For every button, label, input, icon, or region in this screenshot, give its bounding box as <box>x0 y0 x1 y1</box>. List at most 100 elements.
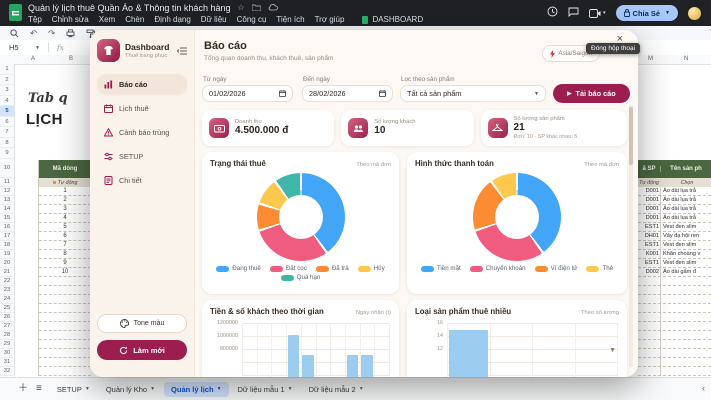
row-number[interactable]: 3 <box>0 85 14 96</box>
refresh-button[interactable]: Làm mới <box>97 340 187 360</box>
empty-row[interactable] <box>39 286 91 295</box>
bar[interactable] <box>361 354 373 377</box>
tab-caret-icon[interactable]: ▼ <box>150 386 156 392</box>
table-row[interactable]: D001 Áo dài lụa trắ <box>638 205 711 214</box>
row-number[interactable]: 11 <box>0 178 14 187</box>
row-number[interactable]: 8 <box>0 138 14 148</box>
empty-row[interactable] <box>638 286 711 295</box>
left-data-table[interactable]: Mã dòng Tự động 1 2 3 4 5 6 7 8 9 10 <box>38 160 91 376</box>
row-number[interactable]: 30 <box>0 349 14 358</box>
empty-row[interactable] <box>638 322 711 331</box>
legend-item[interactable]: Thẻ <box>586 265 613 272</box>
table-row[interactable]: K001 Khăn choàng v <box>638 250 711 259</box>
empty-row[interactable] <box>39 367 91 376</box>
download-report-button[interactable]: ▶ Tải báo cáo <box>553 84 630 103</box>
row-number[interactable]: 19 <box>0 250 14 259</box>
row-number[interactable]: 29 <box>0 340 14 349</box>
row-number[interactable]: 20 <box>0 259 14 268</box>
empty-row[interactable] <box>39 358 91 367</box>
menu-item[interactable]: Định dạng <box>154 15 191 24</box>
table-row[interactable]: 2 <box>39 196 91 205</box>
bar[interactable] <box>287 334 300 377</box>
redo-icon[interactable]: ↷ <box>48 27 56 38</box>
scroll-tabs-left-icon[interactable]: ‹ <box>702 383 705 393</box>
menu-item[interactable]: Trợ giúp <box>314 15 345 24</box>
column-header-n[interactable]: N <box>684 56 689 62</box>
row-number[interactable]: 4 <box>0 96 14 106</box>
row-number[interactable]: 15 <box>0 214 14 223</box>
modal-scrollbar[interactable] <box>629 105 633 367</box>
right-data-table[interactable]: ã SP Tên sản ph Tự động Chọn D001 Áo dài … <box>638 160 711 376</box>
row-number[interactable]: 16 <box>0 223 14 232</box>
sidebar-item-bao-cao[interactable]: Báo cáo <box>97 74 187 94</box>
tab-caret-icon[interactable]: ▼ <box>358 386 364 392</box>
share-button[interactable]: Chia Sẻ ▼ <box>615 5 678 21</box>
row-number[interactable]: 12 <box>0 187 14 196</box>
all-sheets-menu-icon[interactable]: ≡ <box>36 383 42 394</box>
row-number[interactable]: 1 <box>0 64 14 75</box>
row-number[interactable]: 24 <box>0 295 14 304</box>
empty-row[interactable] <box>39 304 91 313</box>
table-row[interactable]: 4 <box>39 214 91 223</box>
star-icon[interactable]: ☆ <box>237 3 245 12</box>
legend-item[interactable]: Ví điện tử <box>534 265 577 272</box>
cloud-status-icon[interactable] <box>268 3 278 13</box>
sheet-tab[interactable]: Dữ liệu mẫu 2 ▼ <box>308 384 364 394</box>
comments-icon[interactable] <box>568 4 579 22</box>
row-number[interactable]: 31 <box>0 358 14 367</box>
bar[interactable] <box>448 329 488 377</box>
table-row[interactable]: D001 Áo dài lụa trắ <box>638 187 711 196</box>
column-header-b[interactable]: B <box>69 56 74 62</box>
empty-row[interactable] <box>39 277 91 286</box>
table-row[interactable]: 3 <box>39 205 91 214</box>
document-title[interactable]: Quản lý lịch thuê Quần Áo & Thông tin kh… <box>28 3 231 13</box>
menu-item[interactable]: Chèn <box>125 15 145 24</box>
tone-color-button[interactable]: Tone màu <box>97 314 187 333</box>
legend-item[interactable]: Hủy <box>357 265 385 272</box>
sidebar-item-setup[interactable]: SETUP <box>97 146 187 166</box>
share-caret-icon[interactable]: ▼ <box>665 10 670 16</box>
table-row[interactable]: 10 <box>39 268 91 277</box>
row-number[interactable]: 10 <box>0 159 14 178</box>
to-date-input[interactable]: 28/02/2026 <box>302 85 393 102</box>
tab-caret-icon[interactable]: ▼ <box>84 386 90 392</box>
version-history-icon[interactable] <box>547 4 558 22</box>
empty-row[interactable] <box>638 340 711 349</box>
table-row[interactable]: 5 <box>39 223 91 232</box>
sheet-tab[interactable]: SETUP ▼ <box>56 384 90 394</box>
move-folder-icon[interactable] <box>251 4 262 13</box>
row-number[interactable]: 26 <box>0 313 14 322</box>
table-row[interactable]: EST1 Vest đen slim <box>638 259 711 268</box>
empty-row[interactable] <box>638 358 711 367</box>
table-row[interactable]: 8 <box>39 250 91 259</box>
table-row[interactable]: 9 <box>39 259 91 268</box>
tab-caret-icon[interactable]: ▼ <box>216 386 222 392</box>
empty-row[interactable] <box>638 349 711 358</box>
empty-row[interactable] <box>39 322 91 331</box>
tab-caret-icon[interactable]: ▼ <box>287 386 293 392</box>
print-icon[interactable] <box>66 28 75 38</box>
column-header-a[interactable]: A <box>31 56 36 62</box>
from-date-input[interactable]: 01/02/2026 <box>202 85 293 102</box>
menu-item[interactable]: Chỉnh sửa <box>51 15 89 24</box>
menu-item[interactable]: Tệp <box>28 15 42 24</box>
menu-item[interactable]: Xem <box>98 15 116 24</box>
table-row[interactable]: 7 <box>39 241 91 250</box>
column-header-m[interactable]: M <box>648 56 653 62</box>
undo-icon[interactable]: ↶ <box>30 27 38 38</box>
toolbar-collapse-icon[interactable]: ⌃ <box>708 28 711 36</box>
row-number[interactable]: 5 <box>0 106 14 117</box>
sidebar-item-chi-tiet[interactable]: Chi tiết <box>97 170 187 190</box>
table-row[interactable]: EST1 Vest đen slim <box>638 241 711 250</box>
empty-row[interactable] <box>39 331 91 340</box>
empty-row[interactable] <box>39 313 91 322</box>
sheets-logo-icon[interactable] <box>9 4 22 26</box>
legend-item[interactable]: Chuyển khoản <box>469 265 526 272</box>
sidebar-item-canh-bao-trung[interactable]: Cảnh báo trùng <box>97 122 187 142</box>
menu-item-dashboard[interactable]: DASHBOARD <box>362 15 423 24</box>
row-number[interactable]: 17 <box>0 232 14 241</box>
menu-item[interactable]: Tiện ích <box>276 15 305 24</box>
row-number[interactable]: 22 <box>0 277 14 286</box>
sidebar-item-lich-thue[interactable]: Lịch thuê <box>97 98 187 118</box>
empty-row[interactable] <box>638 295 711 304</box>
